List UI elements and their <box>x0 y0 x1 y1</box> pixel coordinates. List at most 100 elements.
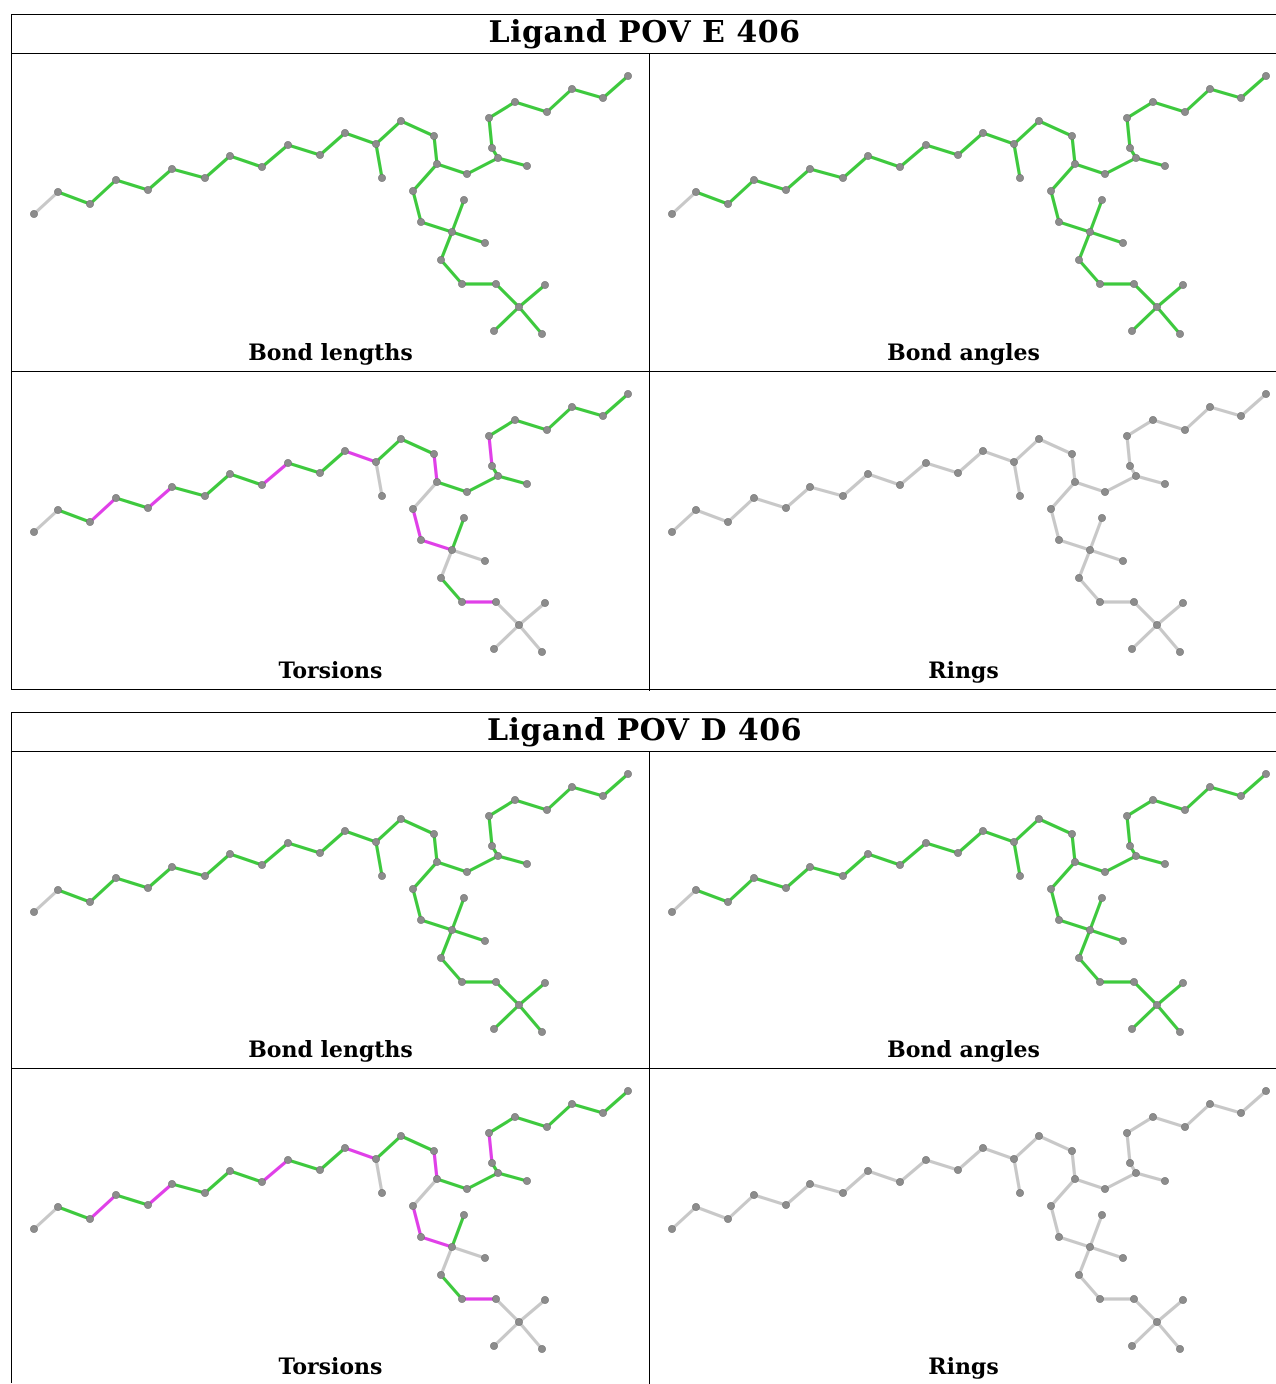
atom <box>896 1178 904 1186</box>
atom <box>1132 1169 1140 1177</box>
bond <box>260 461 290 487</box>
bond <box>1088 1245 1125 1260</box>
bond <box>496 474 529 486</box>
atom <box>226 470 234 478</box>
bond <box>670 508 698 534</box>
atom <box>1098 894 1106 902</box>
bond <box>1070 134 1077 166</box>
bond <box>343 449 378 464</box>
atom <box>284 141 292 149</box>
bond <box>752 1193 788 1207</box>
atom <box>397 1132 405 1140</box>
atom <box>1130 598 1138 606</box>
bond <box>487 798 517 818</box>
atom <box>979 1144 987 1152</box>
atom <box>201 1189 209 1197</box>
bond <box>286 143 322 157</box>
bond <box>88 876 118 904</box>
bond <box>399 817 436 836</box>
bond <box>32 1205 60 1231</box>
bond <box>601 74 630 100</box>
bond <box>1239 1089 1268 1115</box>
atom <box>1123 1129 1131 1137</box>
bond <box>318 1146 347 1172</box>
atom <box>492 1295 500 1303</box>
panel-bond-lengths: Bond lengths <box>12 54 649 371</box>
bond <box>1134 474 1167 486</box>
bond <box>1012 437 1041 464</box>
atom <box>86 1215 94 1223</box>
bond <box>694 508 730 524</box>
atom <box>1119 937 1127 945</box>
bond <box>1155 305 1182 336</box>
atom <box>922 141 930 149</box>
bond <box>374 119 403 146</box>
atom <box>448 1243 456 1251</box>
atom <box>1206 783 1214 791</box>
bond <box>726 496 756 524</box>
atom <box>481 937 489 945</box>
atom <box>692 506 700 514</box>
atom <box>1010 1155 1018 1163</box>
atom <box>864 850 872 858</box>
atom <box>624 390 632 398</box>
atom <box>1016 492 1024 500</box>
atom <box>1128 1342 1136 1350</box>
bond <box>1125 434 1132 468</box>
atom <box>86 898 94 906</box>
bond <box>492 305 521 333</box>
atom <box>485 114 493 122</box>
ligand-structure-diagram <box>668 72 1270 338</box>
atom <box>599 412 607 420</box>
atom <box>430 830 438 838</box>
bond <box>1103 854 1138 874</box>
bond <box>1073 1177 1107 1191</box>
divider <box>12 751 1276 752</box>
bond <box>956 449 985 475</box>
atom <box>112 874 120 882</box>
bond <box>492 623 521 651</box>
atom <box>1010 458 1018 466</box>
bond <box>924 461 960 475</box>
bond <box>841 852 870 878</box>
atom <box>409 187 417 195</box>
bond <box>1077 230 1092 262</box>
atom <box>515 1001 523 1009</box>
ligand-structure-diagram <box>30 770 632 1036</box>
atom <box>568 1100 576 1108</box>
atom <box>30 210 38 218</box>
bond <box>601 772 630 798</box>
bond <box>1077 1273 1102 1301</box>
bond <box>494 282 521 309</box>
atom <box>543 426 551 434</box>
atom <box>624 770 632 778</box>
bond <box>399 1134 436 1153</box>
bond <box>1057 1235 1092 1249</box>
bond <box>435 860 469 874</box>
bond <box>439 956 464 984</box>
table-title: Ligand POV D 406 <box>486 713 803 748</box>
bond <box>286 841 322 855</box>
ligand-structure-diagram <box>30 390 632 656</box>
bond <box>465 1171 500 1191</box>
atom <box>1096 1295 1104 1303</box>
atom <box>896 481 904 489</box>
atom <box>1161 860 1169 868</box>
bond <box>260 143 290 169</box>
atom <box>806 1180 814 1188</box>
atom <box>896 861 904 869</box>
bond <box>517 601 547 627</box>
atom <box>1068 1147 1076 1155</box>
bond <box>570 87 605 100</box>
atom <box>463 868 471 876</box>
bond <box>286 461 322 475</box>
atom <box>922 459 930 467</box>
bond <box>411 507 423 542</box>
atom <box>1153 303 1161 311</box>
bond <box>450 1245 487 1260</box>
atom <box>284 839 292 847</box>
bond <box>170 485 207 498</box>
atom <box>599 792 607 800</box>
atom <box>1132 154 1140 162</box>
atom <box>1262 72 1270 80</box>
